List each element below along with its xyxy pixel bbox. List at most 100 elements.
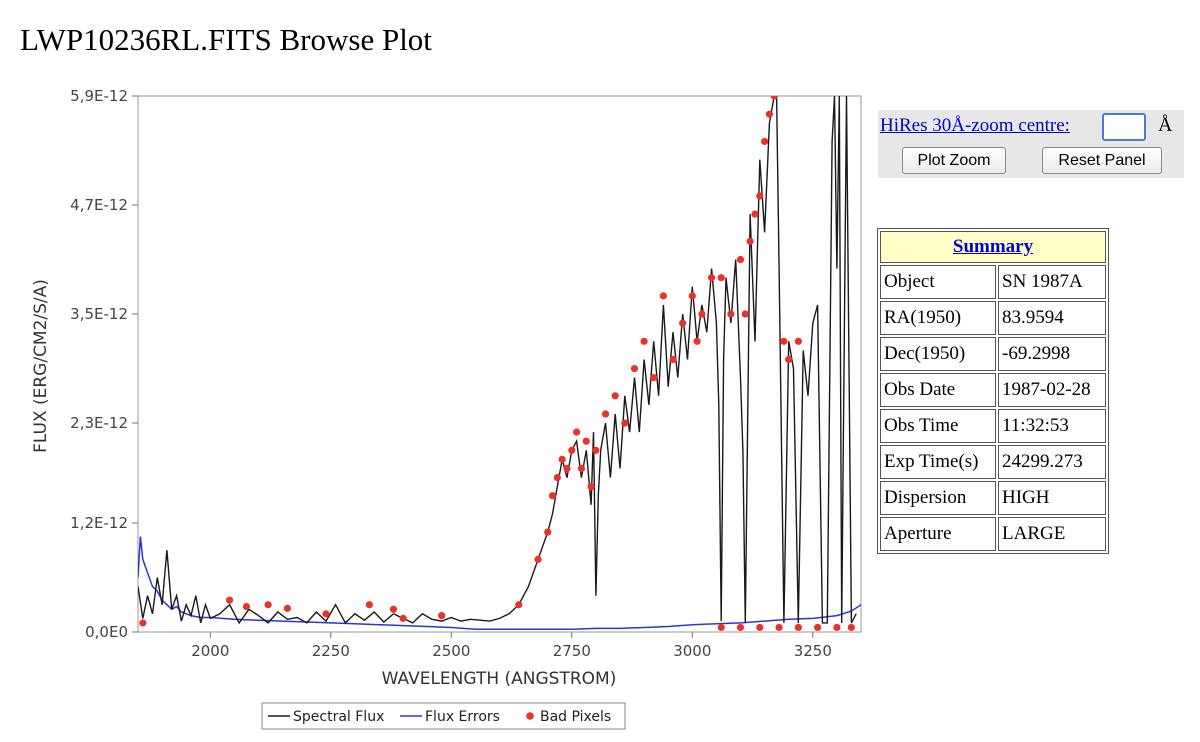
- bad-pixel-point: [548, 492, 557, 500]
- bad-pixel-point: [775, 623, 783, 632]
- bad-pixel-point: [630, 364, 639, 373]
- flux-errors-line: [138, 536, 861, 631]
- angstrom-unit-label: Å: [1158, 114, 1173, 136]
- bad-pixel-point: [534, 555, 542, 563]
- bad-pixel-point: [283, 604, 292, 612]
- bad-pixel-point: [587, 483, 595, 491]
- bad-pixel-point: [139, 619, 147, 627]
- summary-table: Summary Object SN 1987A RA(1950) 83.9594 D…: [877, 228, 1109, 554]
- browse-plot[interactable]: 0,0E0 1,2E-12 2,3E-12 3,5E-12 4,7E-12 5,9E-12…: [0, 84, 870, 742]
- bad-pixel-point: [785, 355, 793, 364]
- hires-zoom-link[interactable]: HiRes 30Å-zoom centre:: [880, 115, 1070, 136]
- bad-pixel-point: [650, 374, 658, 382]
- bad-pixel-point: [794, 337, 802, 345]
- y-tick-label: 1,2E-12: [70, 514, 128, 532]
- summary-key: Obs Date: [880, 373, 996, 407]
- y-tick-label: 0,0E0: [85, 623, 128, 641]
- plot-svg[interactable]: 0,0E0 1,2E-12 2,3E-12 3,5E-12 4,7E-12 5,9E-12…: [0, 84, 870, 742]
- table-row: Exp Time(s) 24299.273: [880, 445, 1106, 479]
- summary-key: Dispersion: [880, 481, 996, 515]
- zoom-centre-input[interactable]: [1102, 113, 1146, 141]
- bad-pixel-point: [389, 605, 398, 613]
- x-tick-label: 2500: [432, 642, 470, 660]
- y-tick-label: 2,3E-12: [70, 414, 128, 432]
- summary-key: Obs Time: [880, 409, 996, 443]
- summary-key: RA(1950): [880, 301, 996, 335]
- bad-pixel-point: [814, 623, 822, 632]
- y-tick-label: 4,7E-12: [70, 196, 128, 214]
- x-tick-label: 3000: [673, 642, 711, 660]
- summary-link[interactable]: Summary: [952, 236, 1034, 257]
- series-layer: [138, 96, 861, 632]
- x-tick-label: 2750: [553, 642, 591, 660]
- plot-zoom-button[interactable]: Plot Zoom: [902, 147, 1006, 174]
- summary-value: 1987-02-28: [998, 373, 1106, 407]
- summary-value: 24299.273: [998, 445, 1106, 479]
- y-tick-label: 5,9E-12: [70, 87, 128, 105]
- bad-pixel-point: [563, 464, 571, 473]
- table-row: Dec(1950) -69.2998: [880, 337, 1106, 371]
- x-axis: 2000 2250 2500 2750 3000 3250: [191, 632, 832, 660]
- bad-pixel-point: [717, 274, 725, 282]
- bad-pixel-point: [741, 310, 749, 318]
- bad-pixel-point: [736, 623, 745, 632]
- bad-pixel-point: [225, 596, 234, 604]
- table-row: Dispersion HIGH: [880, 481, 1106, 515]
- legend-label: Spectral Flux: [293, 709, 384, 725]
- x-tick-label: 2000: [191, 642, 229, 660]
- bad-pixel-point: [558, 455, 566, 463]
- x-axis-label: WAVELENGTH (ANGSTROM): [382, 669, 617, 689]
- legend-label: Flux Errors: [425, 709, 500, 725]
- bad-pixel-point: [659, 292, 667, 300]
- bad-pixel-point: [761, 137, 769, 146]
- bad-pixel-point: [544, 528, 552, 536]
- bad-pixel-point: [621, 419, 629, 427]
- bad-pixel-point: [592, 446, 600, 454]
- summary-key: Object: [880, 265, 996, 299]
- bad-pixel-point: [669, 355, 677, 364]
- summary-key: Aperture: [880, 517, 996, 551]
- y-axis-label: FLUX (ERG/CM2/S/A): [31, 279, 51, 453]
- summary-value: SN 1987A: [998, 265, 1106, 299]
- bad-pixel-point: [698, 310, 706, 318]
- x-tick-label: 2250: [312, 642, 350, 660]
- legend-swatch: [526, 712, 534, 720]
- bad-pixel-point: [568, 446, 576, 454]
- bad-pixel-point: [751, 210, 759, 218]
- bad-pixel-point: [573, 428, 581, 436]
- bad-pixel-point: [717, 623, 725, 632]
- bad-pixel-point: [770, 96, 778, 100]
- summary-value: 11:32:53: [998, 409, 1106, 443]
- zoom-panel: HiRes 30Å-zoom centre: Å Plot Zoom Reset…: [878, 110, 1184, 178]
- table-row: Object SN 1987A: [880, 265, 1106, 299]
- bad-pixel-point: [746, 237, 754, 245]
- table-row: Obs Date 1987-02-28: [880, 373, 1106, 407]
- reset-panel-button[interactable]: Reset Panel: [1042, 147, 1162, 174]
- table-row: RA(1950) 83.9594: [880, 301, 1106, 335]
- bad-pixel-point: [582, 437, 590, 445]
- bad-pixel-point: [515, 601, 523, 609]
- table-row: Aperture LARGE: [880, 517, 1106, 551]
- legend-label: Bad Pixels: [540, 709, 611, 725]
- y-tick-label: 3,5E-12: [70, 305, 128, 323]
- table-row: Obs Time 11:32:53: [880, 409, 1106, 443]
- y-axis: 0,0E0 1,2E-12 2,3E-12 3,5E-12 4,7E-12 5,9E-12: [70, 87, 138, 641]
- summary-value: 83.9594: [998, 301, 1106, 335]
- bad-pixel-point: [833, 623, 841, 632]
- bad-pixel-point: [322, 610, 330, 618]
- bad-pixel-point: [756, 192, 764, 200]
- summary-key: Exp Time(s): [880, 445, 996, 479]
- bad-pixel-point: [756, 623, 764, 632]
- bad-pixel-point: [577, 464, 586, 473]
- bad-pixel-point: [688, 292, 696, 300]
- bad-pixel-point: [438, 612, 446, 620]
- bad-pixel-point: [264, 601, 272, 609]
- bad-pixel-point: [847, 623, 855, 632]
- legend: Spectral Flux Flux Errors Bad Pixels: [261, 702, 626, 730]
- page-title: LWP10236RL.FITS Browse Plot: [20, 22, 432, 57]
- bad-pixel-point: [693, 337, 701, 345]
- summary-value: -69.2998: [998, 337, 1106, 371]
- spectral-flux-line: [138, 96, 857, 625]
- summary-value: HIGH: [998, 481, 1106, 515]
- bad-pixel-point: [640, 337, 648, 345]
